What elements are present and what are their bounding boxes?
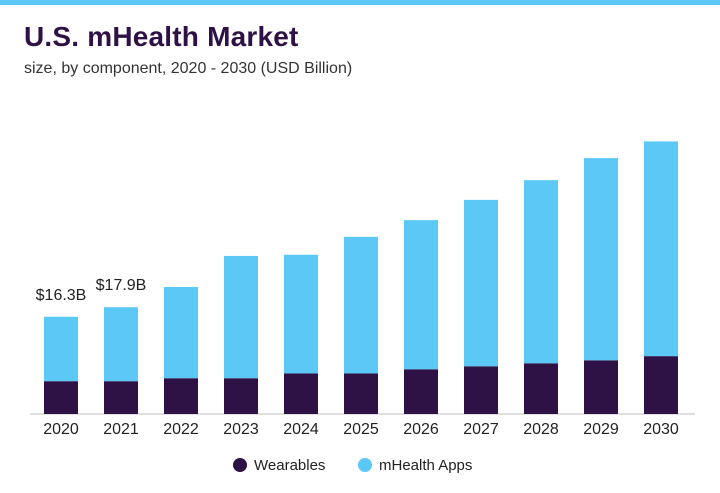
data-label: $16.3B <box>36 287 87 304</box>
bar-mhealth-apps-2029 <box>584 158 618 361</box>
bar-wearables-2025 <box>344 373 378 414</box>
x-tick-label: 2022 <box>163 421 199 438</box>
legend-swatch-wearables <box>233 458 247 472</box>
bar-mhealth-apps-2020 <box>44 316 78 382</box>
bar-wearables-2020 <box>44 381 78 414</box>
bars-layer <box>44 141 678 414</box>
labels-layer: 2020 2021 2022 2023 2024 2025 2026 2027 2028 2029… <box>36 277 679 438</box>
bar-mhealth-apps-2028 <box>524 180 558 364</box>
x-tick-label: 2025 <box>343 421 379 438</box>
x-tick-label: 2026 <box>403 421 439 438</box>
x-tick-label: 2030 <box>643 421 679 438</box>
bar-mhealth-apps-2024 <box>284 254 318 374</box>
bar-mhealth-apps-2027 <box>464 199 498 367</box>
bar-wearables-2027 <box>464 366 498 414</box>
top-accent-bar <box>0 0 720 5</box>
chart-subtitle: size, by component, 2020 - 2030 (USD Bil… <box>24 60 353 77</box>
x-tick-label: 2029 <box>583 421 619 438</box>
chart-title: U.S. mHealth Market <box>24 21 299 52</box>
legend: Wearables mHealth Apps <box>233 457 472 474</box>
x-tick-label: 2021 <box>103 421 139 438</box>
x-tick-label: 2024 <box>283 421 319 438</box>
data-label: $17.9B <box>96 277 147 294</box>
bar-wearables-2021 <box>104 381 138 414</box>
bar-mhealth-apps-2022 <box>164 286 198 379</box>
bar-wearables-2023 <box>224 378 258 414</box>
x-tick-label: 2027 <box>463 421 499 438</box>
bar-wearables-2024 <box>284 373 318 414</box>
legend-label-wearables: Wearables <box>254 457 325 474</box>
bar-wearables-2026 <box>404 369 438 414</box>
bar-wearables-2029 <box>584 360 618 414</box>
bar-mhealth-apps-2025 <box>344 236 378 374</box>
legend-label-mhealth-apps: mHealth Apps <box>379 457 472 474</box>
bar-mhealth-apps-2023 <box>224 255 258 379</box>
bar-mhealth-apps-2026 <box>404 220 438 370</box>
bar-mhealth-apps-2030 <box>644 141 678 357</box>
legend-swatch-mhealth-apps <box>358 458 372 472</box>
x-tick-label: 2020 <box>43 421 79 438</box>
bar-wearables-2022 <box>164 378 198 414</box>
bar-wearables-2028 <box>524 363 558 414</box>
bar-wearables-2030 <box>644 356 678 414</box>
bar-mhealth-apps-2021 <box>104 307 138 382</box>
x-tick-label: 2028 <box>523 421 559 438</box>
x-tick-label: 2023 <box>223 421 259 438</box>
